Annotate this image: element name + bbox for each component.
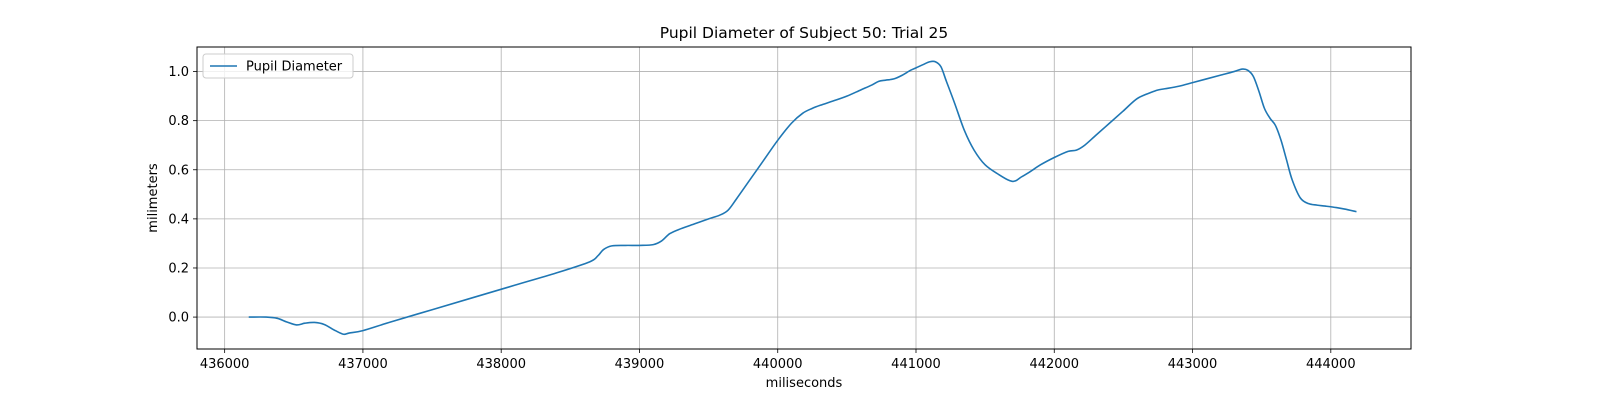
x-axis-label: miliseconds bbox=[766, 376, 843, 391]
y-tick-label: 0.6 bbox=[168, 163, 189, 178]
y-tick-label: 0.0 bbox=[168, 311, 189, 326]
x-tick-label: 442000 bbox=[1029, 357, 1079, 372]
x-tick-label: 436000 bbox=[200, 357, 250, 372]
x-tick-label: 440000 bbox=[753, 357, 803, 372]
x-tick-label: 439000 bbox=[615, 357, 665, 372]
y-tick-label: 0.4 bbox=[168, 212, 189, 227]
legend: Pupil Diameter bbox=[202, 53, 354, 79]
x-tick-label: 444000 bbox=[1306, 357, 1356, 372]
y-tick-label: 1.0 bbox=[168, 65, 189, 80]
grid-layer bbox=[197, 47, 1411, 349]
series-line-pupil-diameter bbox=[248, 60, 1357, 336]
x-tick-label: 441000 bbox=[891, 357, 941, 372]
series-layer bbox=[248, 60, 1357, 336]
ticks-layer: 436000 437000 438000 439000 440000 441000 4420… bbox=[168, 65, 1355, 372]
x-tick-label: 443000 bbox=[1168, 357, 1218, 372]
chart-title: Pupil Diameter of Subject 50: Trial 25 bbox=[660, 24, 949, 42]
y-axis-label: milimeters bbox=[146, 163, 161, 233]
y-tick-label: 0.8 bbox=[168, 114, 189, 129]
legend-box bbox=[202, 53, 354, 79]
legend-label-pupil-diameter: Pupil Diameter bbox=[246, 60, 343, 75]
x-tick-label: 437000 bbox=[338, 357, 388, 372]
y-tick-label: 0.2 bbox=[168, 261, 189, 276]
plot-frame bbox=[196, 46, 1412, 350]
x-tick-label: 438000 bbox=[476, 357, 526, 372]
